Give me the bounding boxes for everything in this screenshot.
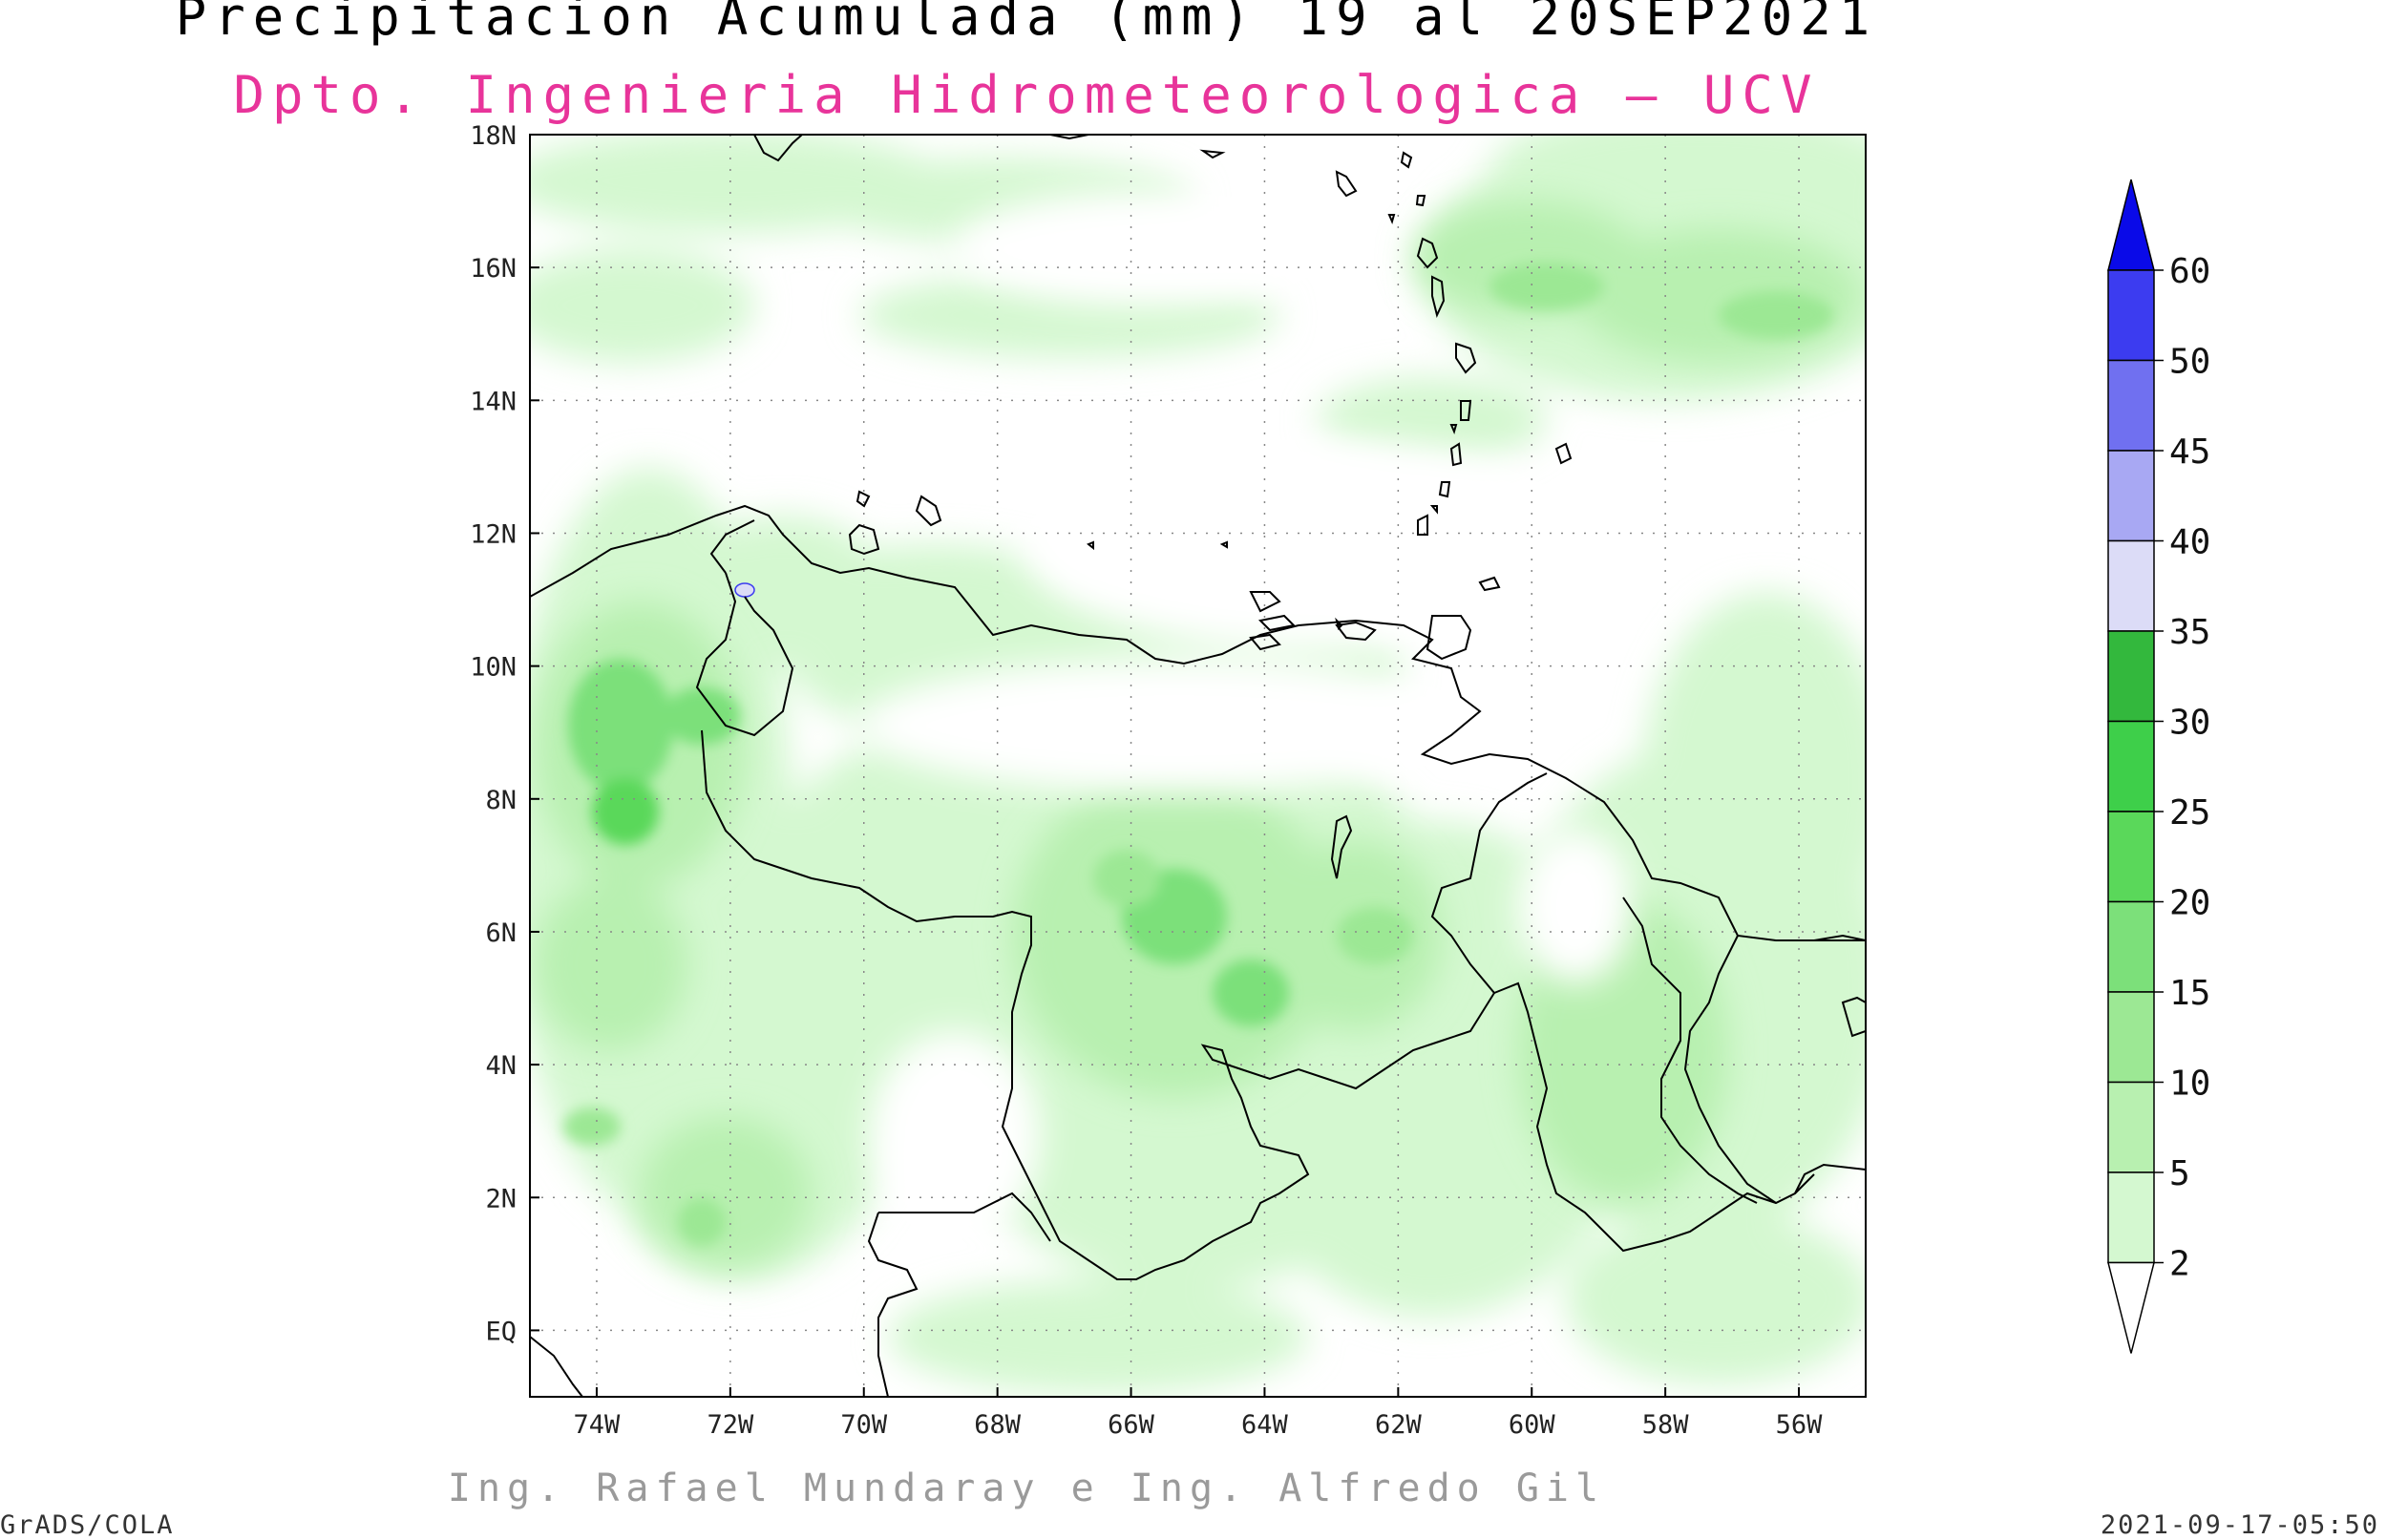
colorbar-segment — [2107, 1171, 2155, 1264]
colorbar-tick-label: 15 — [2169, 974, 2210, 1013]
map-credits: Ing. Rafael Mundaray e Ing. Alfredo Gil — [447, 1466, 1606, 1510]
lat-tick-label: 16N — [470, 254, 517, 284]
colorbar-segment — [2107, 539, 2155, 632]
map-grid — [530, 135, 1866, 1397]
lat-tick-label: 18N — [470, 121, 517, 151]
precip-dry-areas — [859, 191, 1633, 1241]
colorbar-tick-label: 60 — [2169, 252, 2210, 291]
lon-tick-label: 64W — [1241, 1410, 1289, 1440]
map-frame — [529, 134, 1867, 1398]
lon-tick-label: 62W — [1375, 1410, 1423, 1440]
colorbar-tick-label: 50 — [2169, 343, 2210, 382]
lon-tick-label: 66W — [1108, 1410, 1155, 1440]
lon-tick-label: 60W — [1509, 1410, 1556, 1440]
colorbar-segment — [2107, 811, 2155, 903]
colorbar-segment — [2107, 359, 2155, 452]
map-axes: 74W 72W 70W 68W 66W 64W 62W 60W 58W 56W EQ 2N 4N 6N 8N… — [470, 121, 1823, 1440]
map-title: Precipitacion Acumulada (mm) 19 al 20SEP… — [175, 0, 1878, 47]
lat-tick-label: 12N — [470, 519, 517, 549]
colorbar-tick-label: 20 — [2169, 884, 2210, 923]
lat-tick-label: 8N — [485, 786, 517, 815]
colorbar-segment — [2107, 720, 2155, 812]
precipitation-field — [530, 135, 1866, 1397]
colorbar-tick-label: 5 — [2169, 1154, 2190, 1193]
colorbar: 60 50 45 40 35 30 25 20 15 10 5 2 — [2107, 179, 2210, 1354]
colorbar-segment — [2107, 269, 2155, 362]
colorbar-max-triangle — [2107, 179, 2155, 271]
lat-tick-label: 2N — [485, 1184, 517, 1213]
precip-heavy-areas — [563, 263, 1833, 1246]
coastline-borders — [530, 135, 1866, 1397]
colorbar-segment — [2107, 630, 2155, 723]
colorbar-tick-label: 25 — [2169, 793, 2210, 833]
colorbar-tick-label: 2 — [2169, 1245, 2190, 1284]
lon-tick-label: 70W — [840, 1410, 888, 1440]
lat-tick-label: 6N — [485, 918, 517, 948]
colorbar-tick-label: 30 — [2169, 704, 2210, 743]
lat-tick-label: 10N — [470, 653, 517, 683]
lon-tick-label: 58W — [1642, 1410, 1690, 1440]
footer-software-label: GrADS/COLA — [0, 1510, 175, 1540]
lat-tick-label: 14N — [470, 387, 517, 416]
lon-tick-label: 56W — [1776, 1410, 1824, 1440]
precip-max-spot — [734, 582, 755, 598]
colorbar-segment — [2107, 1081, 2155, 1173]
map-subtitle: Dpto. Ingenieria Hidrometeorologica — UC… — [233, 65, 1820, 125]
footer-timestamp: 2021-09-17-05:50 — [2100, 1510, 2379, 1540]
colorbar-segment — [2107, 900, 2155, 993]
lon-tick-label: 72W — [707, 1410, 754, 1440]
lat-tick-label: 4N — [485, 1051, 517, 1081]
colorbar-tick-label: 10 — [2169, 1065, 2210, 1104]
lon-tick-label: 74W — [574, 1410, 622, 1440]
lon-tick-label: 68W — [974, 1410, 1022, 1440]
colorbar-tick-label: 45 — [2169, 432, 2210, 472]
colorbar-min-triangle — [2107, 1261, 2155, 1354]
colorbar-tick-label: 40 — [2169, 523, 2210, 562]
colorbar-segment — [2107, 450, 2155, 542]
colorbar-tick-label: 35 — [2169, 613, 2210, 652]
colorbar-segment — [2107, 991, 2155, 1084]
lat-tick-label: EQ — [485, 1317, 517, 1346]
